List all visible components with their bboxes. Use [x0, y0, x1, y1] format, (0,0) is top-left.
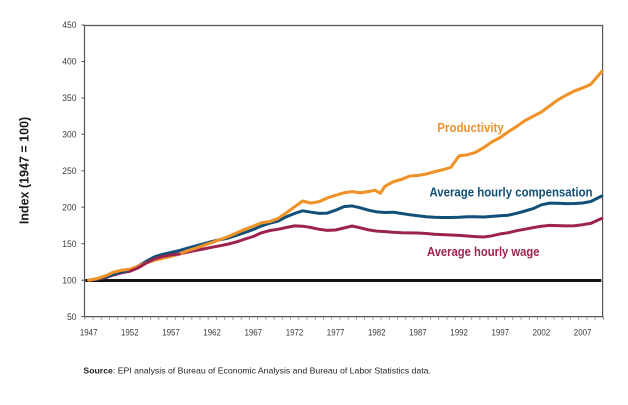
svg-text:200: 200	[62, 202, 76, 212]
svg-text:1967: 1967	[245, 327, 263, 337]
svg-text:1952: 1952	[121, 327, 139, 337]
svg-text:1987: 1987	[409, 327, 427, 337]
svg-text:1962: 1962	[203, 327, 221, 337]
svg-text:400: 400	[62, 57, 76, 67]
svg-text:Average hourly compensation: Average hourly compensation	[430, 185, 593, 199]
svg-text:150: 150	[62, 239, 76, 249]
svg-text:1947: 1947	[80, 327, 98, 337]
svg-text:450: 450	[62, 20, 76, 30]
svg-text:Productivity: Productivity	[437, 121, 504, 135]
svg-text:1982: 1982	[368, 327, 386, 337]
svg-text:350: 350	[62, 93, 76, 103]
svg-text:Index (1947 = 100): Index (1947 = 100)	[18, 117, 32, 224]
svg-text:1957: 1957	[162, 327, 180, 337]
svg-text:1972: 1972	[286, 327, 304, 337]
svg-text:1992: 1992	[450, 327, 468, 337]
svg-text:100: 100	[62, 275, 76, 285]
svg-text:1997: 1997	[492, 327, 510, 337]
svg-text:1977: 1977	[327, 327, 345, 337]
svg-text:2007: 2007	[574, 327, 592, 337]
svg-text:Source: EPI analysis of Bureau: Source: EPI analysis of Bureau of Econom…	[83, 366, 431, 376]
svg-text:300: 300	[62, 130, 76, 140]
svg-text:250: 250	[62, 166, 76, 176]
svg-text:2002: 2002	[533, 327, 551, 337]
svg-text:50: 50	[67, 312, 77, 322]
svg-text:Average hourly wage: Average hourly wage	[427, 245, 540, 259]
